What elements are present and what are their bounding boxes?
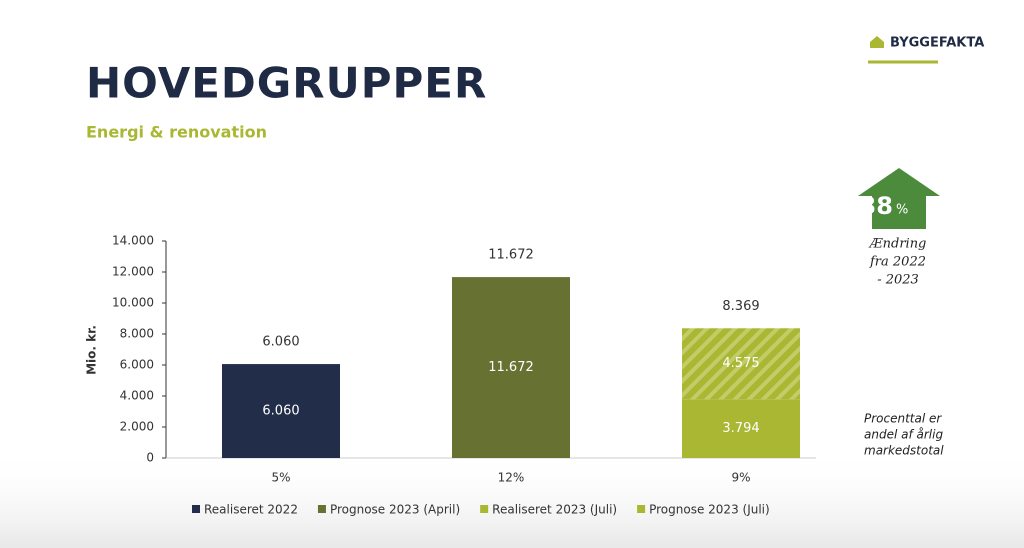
y-axis-label: Mio. kr. (85, 325, 99, 375)
badge-caption: Ændring (868, 237, 927, 252)
note: andel af årlig (864, 428, 943, 442)
legend-label: Realiseret 2022 (204, 503, 298, 517)
badge-caption: fra 2022 (869, 255, 926, 270)
legend-swatch (637, 505, 646, 513)
legend-label: Prognose 2023 (Juli) (649, 503, 770, 517)
badge-unit: % (896, 203, 908, 218)
legend-swatch (480, 505, 489, 513)
badge-value: 38 (860, 192, 893, 220)
y-tick-label: 2.000 (120, 420, 154, 434)
y-tick-label: 12.000 (112, 265, 154, 279)
total-label: 11.672 (488, 248, 534, 263)
bar-segment (222, 364, 340, 458)
x-tick-label: 9% (731, 471, 750, 485)
x-tick-label: 12% (498, 471, 525, 485)
bar-label: 11.672 (488, 360, 534, 375)
bar-segment (452, 277, 570, 458)
logo: BYGGEFAKTA (890, 36, 984, 51)
y-tick-label: 10.000 (112, 296, 154, 310)
bottom-fade (0, 450, 1024, 548)
y-tick-label: 6.000 (120, 358, 154, 372)
bar-label: 3.794 (722, 421, 759, 436)
y-tick-label: 8.000 (120, 327, 154, 341)
badge-caption: - 2023 (877, 273, 919, 288)
x-tick-label: 5% (271, 471, 290, 485)
title: HOVEDGRUPPER (86, 59, 487, 108)
bar-segment (682, 328, 800, 400)
legend-label: Realiseret 2023 (Juli) (492, 503, 617, 517)
note: markedstotal (864, 444, 944, 458)
legend-swatch (317, 505, 326, 513)
bar-label: 6.060 (262, 404, 299, 419)
y-tick-label: 0 (146, 451, 154, 465)
logo-icon (870, 36, 884, 48)
legend-label: Prognose 2023 (April) (330, 503, 460, 517)
total-label: 8.369 (722, 299, 759, 314)
bar-segment (682, 399, 800, 458)
subtitle: Energi & renovation (86, 123, 267, 142)
y-tick-label: 14.000 (112, 234, 154, 248)
note: Procenttal er (864, 412, 942, 426)
legend-swatch (192, 505, 200, 513)
y-tick-label: 4.000 (120, 389, 154, 403)
total-label: 6.060 (262, 335, 299, 350)
badge-arrow (858, 168, 940, 229)
bar-label: 4.575 (722, 356, 759, 371)
